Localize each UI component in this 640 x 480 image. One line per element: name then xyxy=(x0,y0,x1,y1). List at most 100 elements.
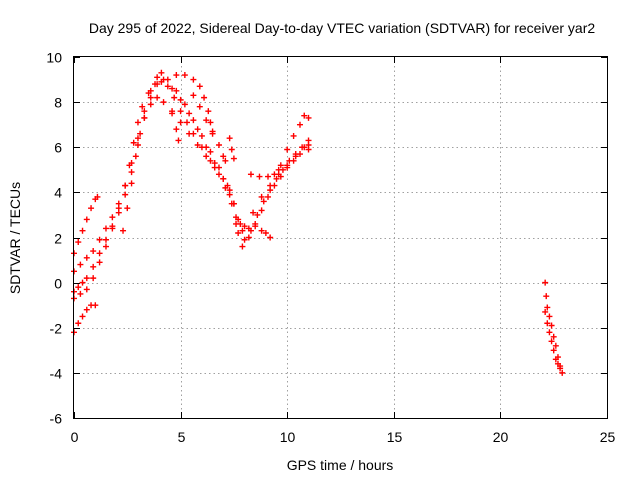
data-point xyxy=(239,243,246,250)
x-tick-label: 15 xyxy=(387,429,403,445)
data-point xyxy=(258,207,265,214)
x-tick-label: 0 xyxy=(71,429,79,445)
data-point xyxy=(77,261,84,268)
data-point xyxy=(548,338,555,345)
data-point xyxy=(83,286,90,293)
data-point xyxy=(292,153,299,160)
data-point xyxy=(96,250,103,257)
data-point xyxy=(102,243,109,250)
series-arc-6 xyxy=(120,94,274,241)
data-point xyxy=(542,308,549,315)
data-point xyxy=(194,126,201,133)
data-point xyxy=(228,146,235,153)
y-tick-label: 4 xyxy=(54,185,62,201)
data-point xyxy=(177,119,184,126)
data-point xyxy=(552,356,559,363)
data-point xyxy=(181,101,188,108)
data-point xyxy=(301,144,308,151)
data-point xyxy=(141,114,148,121)
data-point xyxy=(134,119,141,126)
data-point xyxy=(83,254,90,261)
y-tick-label: 8 xyxy=(54,95,62,111)
data-point xyxy=(137,130,144,137)
data-point xyxy=(245,234,252,241)
data-point xyxy=(115,205,122,212)
data-point xyxy=(96,236,103,243)
data-point xyxy=(90,263,97,270)
data-point xyxy=(305,114,312,121)
data-point xyxy=(122,191,129,198)
data-point xyxy=(181,72,188,79)
data-point xyxy=(75,320,82,327)
data-point xyxy=(258,193,265,200)
data-point xyxy=(252,223,259,230)
data-point xyxy=(247,171,254,178)
data-point xyxy=(267,234,274,241)
data-point xyxy=(226,135,233,142)
data-point xyxy=(175,137,182,144)
data-point xyxy=(94,193,101,200)
data-point xyxy=(207,119,214,126)
data-point xyxy=(215,141,222,148)
data-point xyxy=(196,83,203,90)
data-point xyxy=(296,151,303,158)
data-point xyxy=(275,166,282,173)
data-point xyxy=(169,110,176,117)
data-point xyxy=(147,101,154,108)
series-arc-14 xyxy=(542,308,564,372)
data-point xyxy=(250,209,257,216)
data-point xyxy=(220,153,227,160)
data-point xyxy=(134,135,141,142)
data-point xyxy=(186,110,193,117)
data-point xyxy=(207,157,214,164)
data-point xyxy=(254,211,261,218)
data-point xyxy=(79,279,86,286)
data-point xyxy=(75,284,82,291)
data-point xyxy=(284,146,291,153)
data-point xyxy=(83,275,90,282)
series-arc-8 xyxy=(173,72,216,137)
data-point xyxy=(201,94,208,101)
data-point xyxy=(226,187,233,194)
data-point xyxy=(183,119,190,126)
y-tick-label: 10 xyxy=(46,50,62,66)
data-point xyxy=(194,141,201,148)
data-point xyxy=(92,302,99,309)
data-point xyxy=(134,141,141,148)
data-point xyxy=(190,92,197,99)
tick-labels: 0 5 10 15 20 25 -6 -4 -2 0 2 4 6 8 10 xyxy=(46,50,615,446)
data-point xyxy=(262,229,269,236)
series-arc-4 xyxy=(71,302,99,336)
data-point xyxy=(173,87,180,94)
data-point xyxy=(205,108,212,115)
y-tick-label: -6 xyxy=(50,411,63,427)
data-point xyxy=(102,225,109,232)
data-point xyxy=(171,94,178,101)
data-point xyxy=(290,157,297,164)
data-point xyxy=(203,153,210,160)
data-point xyxy=(220,175,227,182)
data-point xyxy=(301,112,308,119)
data-point xyxy=(122,182,129,189)
y-tick-label: -2 xyxy=(50,321,63,337)
data-point xyxy=(79,313,86,320)
data-point xyxy=(147,94,154,101)
data-point xyxy=(164,83,171,90)
data-point xyxy=(557,365,564,372)
data-point xyxy=(126,162,133,169)
data-point xyxy=(88,205,95,212)
data-point xyxy=(265,193,272,200)
data-points xyxy=(71,69,566,376)
y-tick-label: 6 xyxy=(54,140,62,156)
data-point xyxy=(198,132,205,139)
data-point xyxy=(550,347,557,354)
series-arc-12 xyxy=(277,112,312,169)
data-point xyxy=(190,76,197,83)
data-point xyxy=(554,360,561,367)
data-point xyxy=(154,94,161,101)
data-point xyxy=(552,342,559,349)
data-point xyxy=(198,144,205,151)
data-point xyxy=(559,369,566,376)
data-point xyxy=(79,227,86,234)
